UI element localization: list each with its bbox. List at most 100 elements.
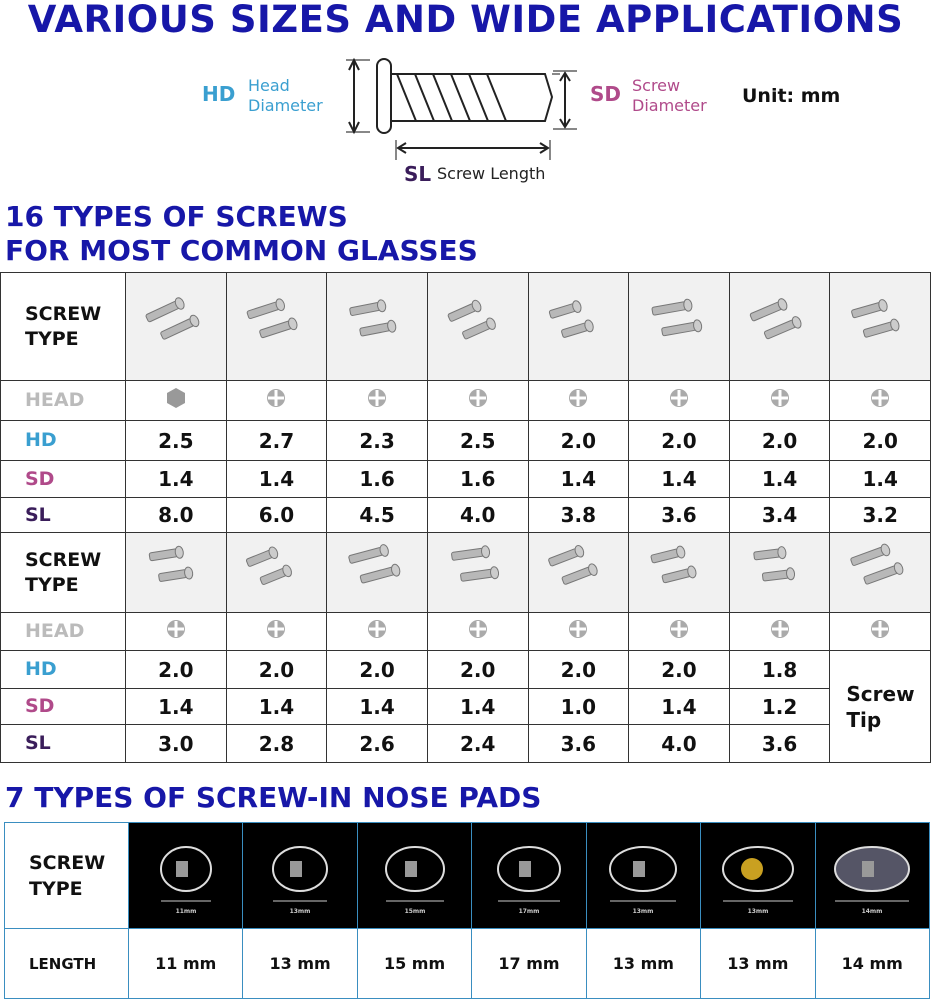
row-label-hd: HD (0, 650, 126, 689)
pads-type-label: SCREW TYPE (4, 822, 129, 929)
screw-photo (450, 545, 499, 582)
phillips-icon (166, 620, 185, 638)
phillips-icon (770, 620, 789, 638)
screw-image (628, 272, 730, 381)
sd-value: 1.2 (728, 688, 831, 725)
screw-image (225, 272, 328, 381)
phillips-icon (368, 389, 387, 407)
sl-value: 3.6 (628, 497, 730, 533)
head-cell (728, 612, 831, 651)
hd-value: 1.8 (728, 650, 831, 689)
head-cell (628, 380, 730, 421)
row-label-sl: SL (0, 497, 126, 533)
sl-value: 3.4 (728, 497, 831, 533)
head-cell (225, 612, 328, 651)
screw-photo (246, 546, 293, 585)
phillips-icon (871, 620, 890, 638)
head-cell (426, 612, 529, 651)
sl-value: 2.8 (225, 724, 328, 763)
sd-value: 1.4 (728, 460, 831, 498)
screw-image (527, 272, 630, 381)
screw-photo (651, 298, 703, 337)
nose-pad-image: 13mm (585, 822, 702, 929)
table-row: HD 2.0 2.0 2.0 2.0 2.0 2.0 1.8 Screw Tip (0, 650, 931, 763)
nose-pad-photo: 15mm (384, 845, 445, 915)
nose-pad-photo: 17mm (496, 845, 561, 915)
pad-length-value: 13 mm (242, 928, 358, 999)
screw-image (125, 532, 227, 613)
screw-photo (650, 545, 697, 584)
sd-abbr: SD (590, 82, 622, 106)
sl-value: 3.8 (527, 497, 630, 533)
hd-value: 2.3 (326, 420, 428, 461)
table-row: SCREW TYPE 11mm 13mm 15mm 17mm 13mm 13mm 14mm (4, 822, 931, 929)
nose-pad-caption: 13mm (290, 908, 311, 915)
sd-value: 1.4 (628, 460, 730, 498)
row-label-hd: HD (0, 420, 126, 461)
nose-pad-photo: 13mm (721, 845, 794, 915)
screw-image (326, 272, 428, 381)
nose-pad-caption: 11mm (175, 908, 196, 915)
screw-photo (247, 298, 298, 339)
sd-value: 1.6 (426, 460, 529, 498)
sd-value: 1.0 (527, 688, 630, 725)
hd-value: 2.0 (829, 420, 931, 461)
row-label-head: HEAD (0, 612, 126, 651)
phillips-icon (770, 389, 789, 407)
sl-label: Screw Length (437, 164, 546, 183)
screw-photo (447, 299, 496, 340)
row-label-sd: SD (0, 460, 126, 498)
screw-image (728, 272, 831, 381)
sl-value: 6.0 (225, 497, 328, 533)
phillips-icon (569, 620, 588, 638)
table-row: HEAD (0, 612, 931, 651)
pad-length-value: 13 mm (700, 928, 816, 999)
head-cell (829, 612, 931, 651)
nose-pad-photo: 13mm (272, 845, 329, 915)
pad-length-value: 11 mm (127, 928, 244, 999)
nose-pads-table: SCREW TYPE 11mm 13mm 15mm 17mm 13mm 13mm 14mm LE… (4, 822, 931, 999)
sd-value: 1.4 (628, 688, 730, 725)
screw-photo (145, 297, 200, 340)
hd-label: Head Diameter (248, 76, 323, 115)
head-cell (527, 380, 630, 421)
screw-photo (752, 546, 795, 582)
screw-image (728, 532, 831, 613)
pad-length-value: 14 mm (814, 928, 931, 999)
phillips-icon (669, 620, 688, 638)
phillips-icon (267, 620, 286, 638)
head-cell (628, 612, 730, 651)
heading-line-2: FOR MOST COMMON GLASSES (5, 234, 478, 267)
head-cell (527, 612, 630, 651)
hd-value: 2.0 (326, 650, 428, 689)
screw-image (426, 532, 529, 613)
screw-photo (850, 543, 904, 585)
screw-photo (749, 298, 802, 340)
screw-image (628, 532, 730, 613)
phillips-icon (871, 389, 890, 407)
sd-value: 1.4 (829, 460, 931, 498)
screw-tip-label: Screw Tip (829, 650, 931, 763)
nose-pad-caption: 15mm (404, 908, 425, 915)
pads-length-label: LENGTH (4, 928, 129, 999)
table-row: SD 1.4 1.4 1.4 1.4 1.0 1.4 1.2 (0, 688, 931, 725)
sd-value: 1.4 (125, 688, 227, 725)
sl-value: 2.6 (326, 724, 428, 763)
sl-value: 2.4 (426, 724, 529, 763)
sl-abbr: SL (404, 162, 432, 186)
screw-photo (548, 544, 598, 585)
hd-value: 2.7 (225, 420, 328, 461)
table-row: SCREW TYPE (0, 272, 931, 381)
screws-table: SCREW TYPE HEAD HD 2.5 2.7 2.3 2.5 2.0 2.0 2.0 2.0… (0, 272, 931, 763)
screw-image (125, 272, 227, 381)
nose-pad-caption: 13mm (633, 908, 654, 915)
sd-value: 1.4 (125, 460, 227, 498)
row-label-sl: SL (0, 724, 126, 763)
table-row: SL 3.0 2.8 2.6 2.4 3.6 4.0 3.6 (0, 724, 931, 763)
nose-pad-photo: 13mm (609, 845, 678, 915)
table-row: SL 8.0 6.0 4.5 4.0 3.8 3.6 3.4 3.2 (0, 497, 931, 533)
hd-value: 2.0 (628, 420, 730, 461)
heading-line-1: 16 TYPES OF SCREWS (5, 200, 348, 233)
sd-label: Screw Diameter (632, 76, 707, 115)
screw-diagram: HD Head Diameter SD Screw Diameter Unit:… (0, 50, 931, 190)
